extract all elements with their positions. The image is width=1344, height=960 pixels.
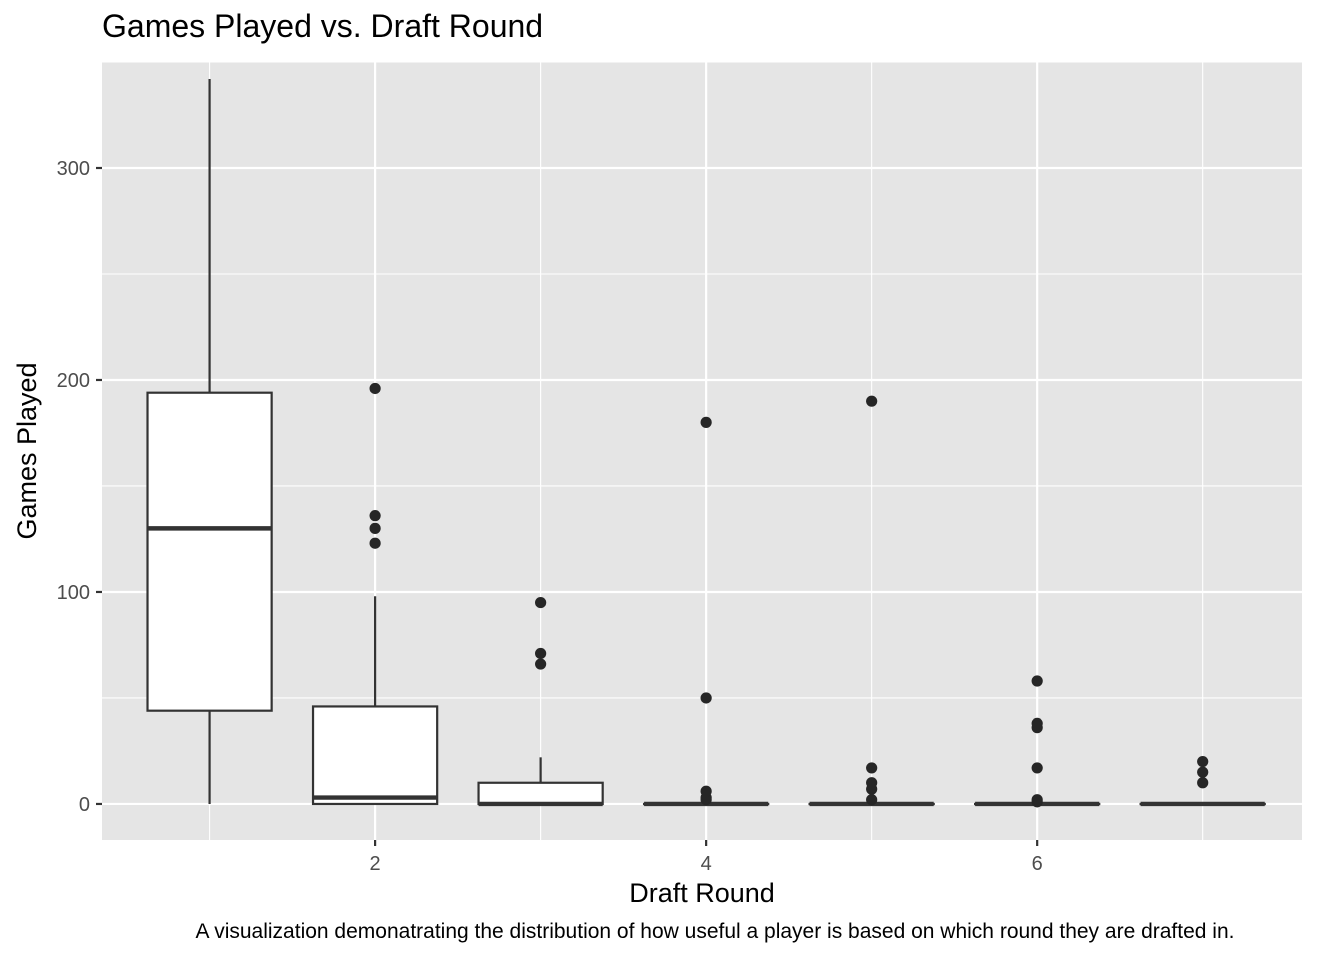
- x-tick-label: 4: [701, 853, 712, 875]
- minor-gridlines: [102, 61, 1302, 840]
- outlier-point: [535, 658, 547, 670]
- chart-caption: A visualization demonatrating the distri…: [195, 920, 1235, 943]
- outlier-point: [369, 510, 381, 522]
- x-tick-label: 6: [1032, 853, 1043, 875]
- y-tick-label: 100: [57, 582, 90, 604]
- x-axis: 2 4 6: [370, 840, 1043, 875]
- y-tick-label: 200: [57, 370, 90, 392]
- box-round-2: [311, 382, 439, 806]
- y-tick-label: 0: [79, 794, 90, 816]
- chart-title: Games Played vs. Draft Round: [102, 8, 544, 44]
- x-axis-title: Draft Round: [629, 878, 775, 908]
- plot-panel: [102, 62, 1302, 840]
- box-series: [146, 78, 1266, 808]
- y-axis: 0 100 200 300: [57, 158, 102, 816]
- outlier-point: [866, 395, 878, 407]
- outlier-point: [1031, 762, 1043, 774]
- box-iqr: [311, 705, 439, 806]
- box-round-3: [477, 596, 604, 807]
- outlier-point: [1031, 717, 1043, 730]
- box-iqr: [146, 391, 273, 712]
- outlier-point: [369, 537, 381, 549]
- y-axis-title: Games Played: [12, 362, 42, 539]
- box-round-1: [146, 78, 273, 804]
- box-round-4: [642, 416, 770, 807]
- outlier-point: [700, 692, 712, 704]
- outlier-point: [700, 416, 712, 428]
- major-gridlines: [102, 62, 1302, 840]
- outlier-point: [1031, 675, 1043, 687]
- outlier-point: [535, 647, 547, 660]
- box-iqr: [477, 781, 604, 806]
- y-tick-label: 300: [57, 158, 90, 180]
- box-round-6: [974, 675, 1101, 808]
- box-round-5: [808, 395, 935, 807]
- outlier-point: [369, 522, 381, 534]
- outlier-point: [866, 794, 878, 806]
- outlier-point: [535, 596, 547, 609]
- outlier-point: [369, 382, 381, 395]
- box-round-7: [1139, 755, 1266, 807]
- x-tick-label: 2: [370, 853, 381, 875]
- outlier-point: [866, 777, 878, 789]
- outlier-point: [1197, 766, 1209, 778]
- outlier-point: [1031, 794, 1043, 806]
- outlier-point: [1197, 777, 1209, 789]
- outlier-point: [1197, 755, 1209, 768]
- outlier-point: [866, 762, 878, 774]
- outlier-point: [700, 785, 712, 797]
